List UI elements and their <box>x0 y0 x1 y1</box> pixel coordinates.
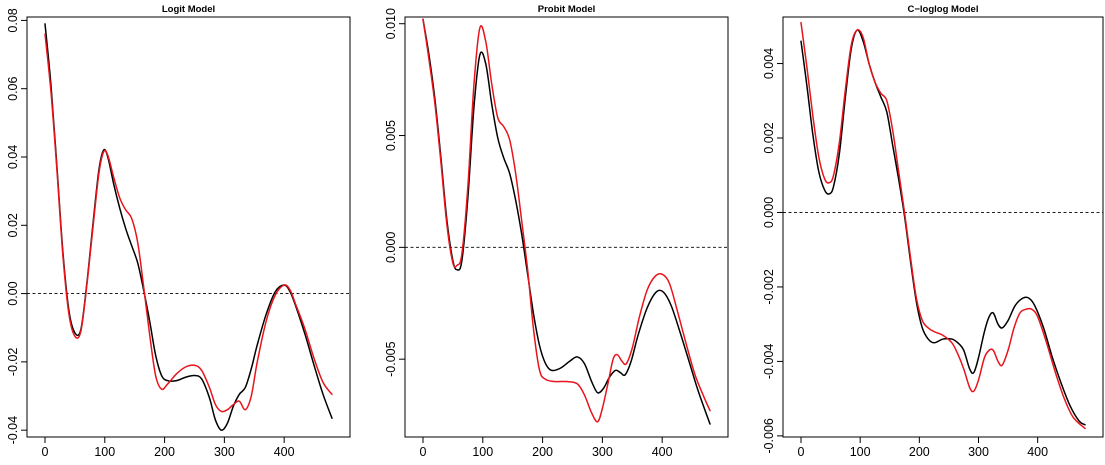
x-tick-label: 100 <box>850 445 871 459</box>
x-tick-label: 400 <box>652 445 673 459</box>
y-tick-label: 0.04 <box>6 145 20 169</box>
plot-frame <box>26 16 351 438</box>
cloglog-panel: C−loglog Model 0 100 200 300 400 -0.006 -0.004 -… <box>762 4 1104 459</box>
chart-title: Logit Model <box>162 4 215 15</box>
x-tick-label: 400 <box>274 445 295 459</box>
series-line-red <box>422 18 711 423</box>
x-tick-label: 300 <box>968 445 989 459</box>
x-tick-label: 300 <box>214 445 235 459</box>
x-tick-label: 200 <box>532 445 553 459</box>
chart-title: C−loglog Model <box>908 4 979 15</box>
y-tick-label: 0.002 <box>762 122 776 153</box>
x-tick-label: 200 <box>909 445 930 459</box>
series-line-red <box>44 33 333 413</box>
y-tick-label: 0.000 <box>384 232 398 263</box>
y-tick-label: 0.005 <box>384 120 398 151</box>
series-line-red <box>800 21 1086 430</box>
x-tick-label: 100 <box>94 445 115 459</box>
y-tick-label: -0.005 <box>384 341 398 376</box>
y-tick-label: 0.02 <box>6 213 20 237</box>
x-tick-label: 300 <box>592 445 613 459</box>
series-line-black <box>422 18 711 425</box>
series-line-black <box>800 29 1086 426</box>
y-tick-label: 0.00 <box>6 281 20 305</box>
series-line-black <box>44 23 333 431</box>
y-tick-label: -0.02 <box>6 348 20 377</box>
y-tick-label: -0.004 <box>762 344 776 379</box>
x-tick-label: 400 <box>1027 445 1048 459</box>
y-tick-label: 0.000 <box>762 197 776 228</box>
chart-title: Probit Model <box>538 4 596 15</box>
x-tick-label: 0 <box>42 445 49 459</box>
plot-frame <box>782 16 1104 438</box>
x-tick-label: 100 <box>472 445 493 459</box>
y-tick-label: -0.006 <box>762 418 776 453</box>
x-tick-label: 0 <box>420 445 427 459</box>
y-tick-label: 0.004 <box>762 48 776 79</box>
x-tick-label: 0 <box>798 445 805 459</box>
y-tick-label: 0.08 <box>6 8 20 32</box>
y-tick-label: -0.04 <box>6 416 20 445</box>
y-tick-label: 0.010 <box>384 8 398 39</box>
y-tick-label: 0.06 <box>6 77 20 101</box>
logit-panel: Logit Model 0 100 200 300 400 -0.04 -0.02 0.00 0.… <box>6 4 351 459</box>
probit-panel: Probit Model 0 100 200 300 400 -0.005 0.000 0.00… <box>384 4 729 459</box>
x-tick-label: 200 <box>154 445 175 459</box>
y-tick-label: -0.002 <box>762 269 776 304</box>
plot-frame <box>404 16 729 438</box>
